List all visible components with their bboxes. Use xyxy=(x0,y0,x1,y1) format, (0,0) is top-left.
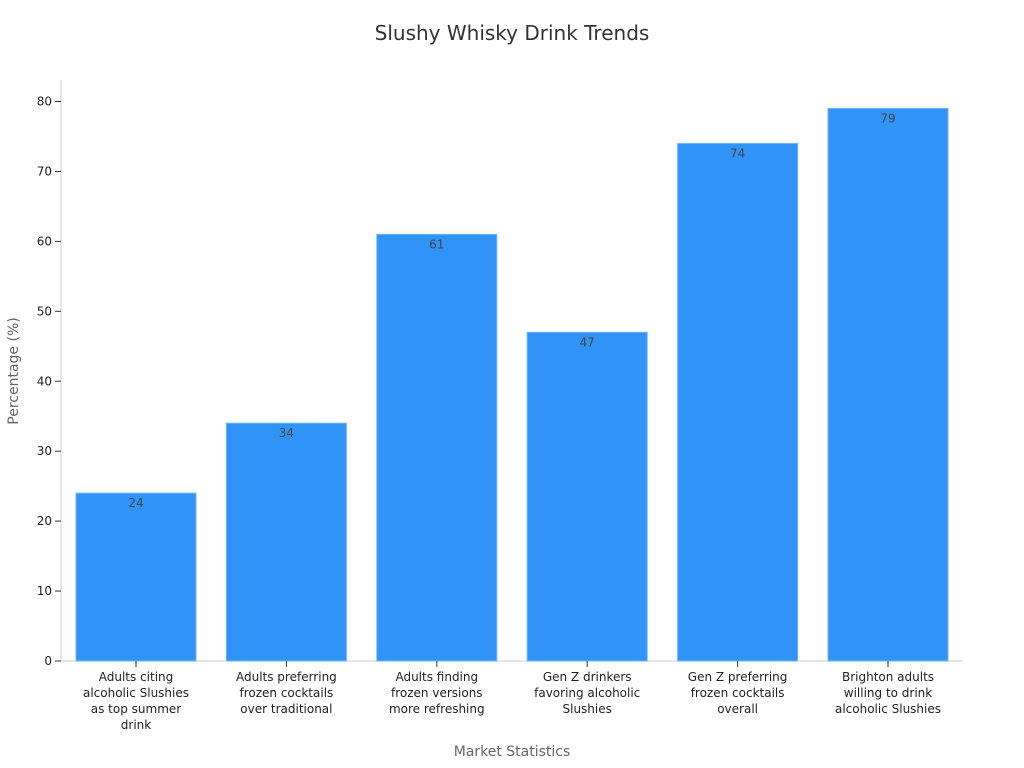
y-tick-label: 10 xyxy=(37,584,52,598)
y-tick-label: 70 xyxy=(37,164,52,178)
plot-area: 0 10 20 30 40 50 60 70 80 24 Adults citing alcoholi… xyxy=(37,80,963,732)
x-tick-label: Brighton adults willing to drink alcoholic… xyxy=(835,670,941,716)
y-tick-label: 50 xyxy=(37,304,52,318)
data-label: 61 xyxy=(429,237,444,251)
x-tick-label: Adults citing alcoholic Slushies as top su… xyxy=(83,670,189,732)
y-tick-label: 30 xyxy=(37,444,52,458)
bar xyxy=(225,422,347,662)
data-label: 24 xyxy=(128,496,143,510)
bar xyxy=(827,107,949,662)
data-label: 47 xyxy=(580,335,595,349)
y-tick-label: 20 xyxy=(37,514,52,528)
data-label: 79 xyxy=(880,111,895,125)
y-tick-label: 0 xyxy=(44,654,52,668)
x-tick-label: Adults preferring frozen cocktails over tr… xyxy=(236,670,337,716)
bar xyxy=(677,142,799,662)
x-tick-label: Gen Z preferring frozen cocktails overall xyxy=(688,670,788,716)
y-axis-title: Percentage (%) xyxy=(6,317,22,424)
y-tick-label: 80 xyxy=(37,95,52,109)
y-tick-label: 60 xyxy=(37,234,52,248)
bar xyxy=(75,492,197,662)
bar xyxy=(376,233,498,662)
data-label: 34 xyxy=(279,426,294,440)
x-tick-label: Adults finding frozen versions more refres… xyxy=(389,670,485,716)
data-label: 74 xyxy=(730,146,745,160)
x-tick-label: Gen Z drinkers favoring alcoholic Slushies xyxy=(534,670,640,716)
x-axis-title: Market Statistics xyxy=(454,744,571,760)
y-tick-label: 40 xyxy=(37,374,52,388)
bar xyxy=(526,331,648,662)
chart-title: Slushy Whisky Drink Trends xyxy=(375,21,650,45)
